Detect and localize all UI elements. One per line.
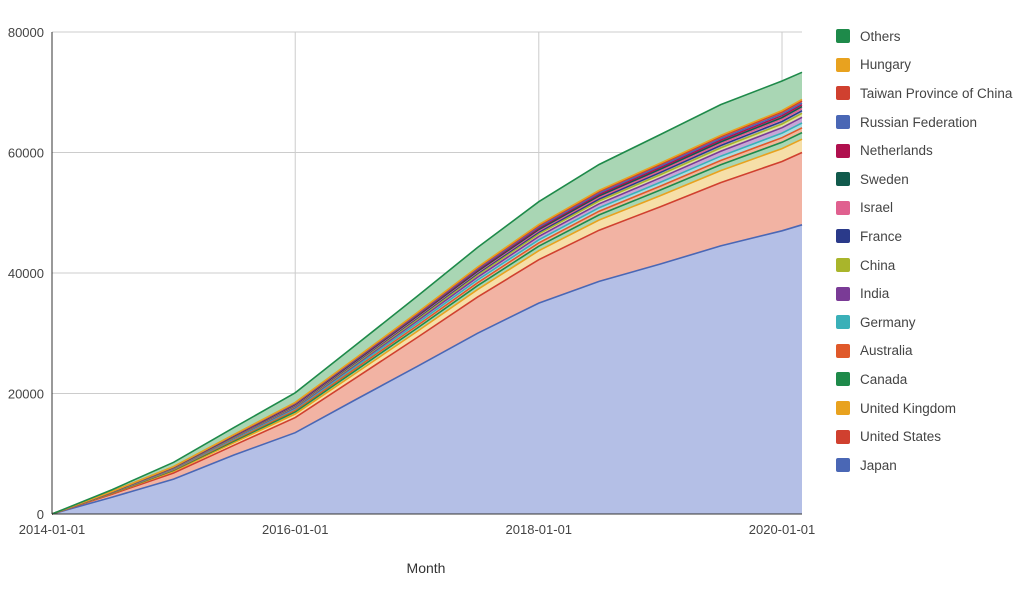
area-japan (52, 224, 802, 515)
legend-item-hungary: Hungary (836, 51, 1012, 80)
legend-label: United States (860, 429, 942, 445)
y-tick-label: 80000 (8, 25, 44, 40)
legend-item-china: China (836, 251, 1012, 280)
legend-item-united-kingdom: United Kingdom (836, 394, 1012, 423)
legend-item-india: India (836, 279, 1012, 308)
series-lines (51, 71, 803, 515)
legend-swatch (836, 29, 850, 44)
y-tick-label: 0 (37, 507, 44, 522)
area-layers (52, 72, 802, 515)
legend-label: Taiwan Province of China (860, 85, 1013, 101)
x-tick-label: 2020-01-01 (749, 522, 816, 537)
legend-label: Israel (860, 200, 894, 216)
legend-item-germany: Germany (836, 308, 1012, 337)
stacked-area-chart: 0 20000 40000 60000 80000 2014-01-01 2016-01-0… (8, 25, 815, 576)
legend-item-united-states: United States (836, 422, 1012, 451)
y-tick-label: 40000 (8, 266, 44, 281)
legend-label: Netherlands (860, 143, 933, 159)
legend-item-france: France (836, 222, 1012, 251)
line-united-kingdom (51, 138, 803, 515)
legend-swatch (836, 115, 850, 130)
x-axis-label: Month (407, 560, 446, 576)
legend-label: Others (860, 28, 901, 44)
legend-swatch (836, 258, 850, 273)
legend-swatch (836, 229, 850, 244)
line-hungary (51, 98, 803, 515)
legend-swatch (836, 172, 850, 187)
legend-item-australia: Australia (836, 337, 1012, 366)
legend-label: Australia (860, 343, 913, 359)
legend-item-canada: Canada (836, 365, 1012, 394)
legend-swatch (836, 429, 850, 444)
line-others (51, 71, 803, 515)
legend-label: China (860, 257, 896, 273)
line-united-states (51, 151, 803, 515)
legend-label: Sweden (860, 171, 909, 187)
legend-swatch (836, 458, 850, 473)
legend-item-taiwan-province-of-china: Taiwan Province of China (836, 79, 1012, 108)
tick-labels: 0 20000 40000 60000 80000 2014-01-01 2016-01-0… (8, 25, 815, 537)
legend-label: Russian Federation (860, 114, 978, 130)
legend-label: India (860, 286, 890, 302)
legend-item-sweden: Sweden (836, 165, 1012, 194)
line-japan (51, 224, 803, 515)
legend-label: United Kingdom (860, 400, 957, 416)
legend-label: France (860, 228, 903, 244)
area-united-states (52, 152, 802, 514)
legend-swatch (836, 200, 850, 215)
legend-swatch (836, 143, 850, 158)
area-canada (52, 132, 802, 514)
legend-label: Hungary (860, 57, 912, 73)
legend-swatch (836, 401, 850, 416)
y-tick-label: 60000 (8, 146, 44, 161)
legend-label: Germany (860, 314, 916, 330)
legend-label: Japan (860, 457, 897, 473)
area-united-kingdom (52, 139, 802, 514)
legend-swatch (836, 286, 850, 301)
legend-swatch (836, 86, 850, 101)
x-tick-label: 2014-01-01 (19, 522, 86, 537)
x-tick-label: 2018-01-01 (506, 522, 573, 537)
legend-item-others: Others (836, 22, 1012, 51)
legend-item-netherlands: Netherlands (836, 136, 1012, 165)
axes (51, 32, 802, 515)
legend-swatch (836, 343, 850, 358)
legend-item-russian-federation: Russian Federation (836, 108, 1012, 137)
y-tick-label: 20000 (8, 387, 44, 402)
legend-swatch (836, 57, 850, 72)
legend-item-japan: Japan (836, 451, 1012, 480)
legend-swatch (836, 372, 850, 387)
legend-item-israel: Israel (836, 194, 1012, 223)
legend: Others Hungary Taiwan Province of China Rus… (836, 22, 1012, 480)
legend-label: Canada (860, 371, 908, 387)
x-tick-label: 2016-01-01 (262, 522, 329, 537)
legend-swatch (836, 315, 850, 330)
